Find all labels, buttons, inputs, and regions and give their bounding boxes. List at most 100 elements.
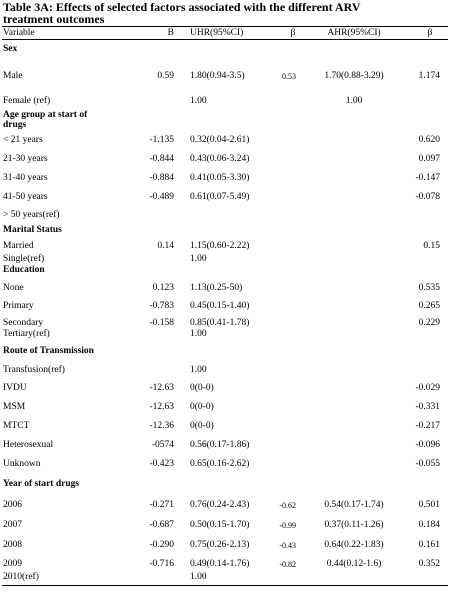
- cell-label: 2007: [3, 520, 22, 530]
- cell-label: Married: [3, 241, 34, 251]
- cell-b: -0.158: [149, 318, 174, 328]
- cell-b: 0.14: [157, 241, 174, 251]
- cell-beta2: 0.535: [418, 283, 440, 293]
- cell-uhr: 0.76(0.24-2.43): [190, 500, 250, 510]
- cell-beta2: 0.184: [418, 520, 440, 530]
- cell-uhr: 0(0-0): [190, 402, 214, 412]
- cell-label: Unknown: [3, 459, 41, 469]
- cell-beta2: -0.096: [415, 440, 440, 450]
- cell-uhr: 1.00: [190, 254, 207, 264]
- cell-ahr: 0.44(0.12-1.6): [326, 559, 382, 569]
- cell-b: -0.489: [149, 192, 174, 202]
- header-top-rule: [2, 26, 448, 27]
- cell-label: Year of start drugs: [3, 479, 80, 489]
- cell-beta2: 0.15: [423, 241, 440, 251]
- cell-b: -0.423: [149, 459, 174, 469]
- cell-beta2: -0.331: [415, 402, 440, 412]
- column-header-6: β: [427, 28, 433, 38]
- cell-label: Male: [3, 71, 23, 81]
- cell-label: 2008: [3, 540, 22, 550]
- cell-ahr: 1.00: [345, 96, 363, 106]
- cell-b: 0.123: [152, 283, 174, 293]
- cell-uhr: 1.00: [190, 572, 207, 582]
- cell-beta2: 0.352: [418, 559, 440, 569]
- cell-b: -12.36: [149, 421, 174, 431]
- cell-label: Female (ref): [3, 96, 51, 106]
- cell-uhr: 1.00: [190, 365, 207, 375]
- cell-label: 31-40 years: [3, 173, 48, 183]
- cell-beta2: 0.501: [418, 500, 440, 510]
- cell-b: -0.271: [149, 500, 174, 510]
- cell-b: 0.59: [157, 71, 174, 81]
- cell-label: None: [3, 283, 24, 293]
- cell-label: Route of Transmission: [3, 346, 94, 356]
- cell-ahr: 0.37(0.11-1.26): [324, 520, 384, 530]
- cell-uhr: 1.15(0.60-2.22): [190, 241, 250, 251]
- cell-beta1: 0.53: [282, 72, 296, 81]
- cell-beta1: -0.82: [279, 560, 296, 569]
- cell-label: Transfusion(ref): [3, 365, 65, 375]
- cell-uhr: 1.13(0.25-50): [190, 283, 243, 293]
- cell-label: MTCT: [3, 421, 30, 431]
- cell-beta2: 0.229: [418, 318, 440, 328]
- cell-label: Single(ref): [3, 254, 45, 264]
- cell-label: drugs: [3, 120, 27, 130]
- cell-b: -0.687: [149, 520, 174, 530]
- cell-uhr: 0.65(0.16-2.62): [190, 459, 250, 469]
- cell-label: 2009: [3, 559, 22, 569]
- cell-ahr: 1.70(0.88-3.29): [324, 71, 384, 81]
- cell-beta2: 0.161: [418, 540, 440, 550]
- cell-label: 41-50 years: [3, 192, 48, 202]
- cell-uhr: 0.41(0.05-3.30): [190, 173, 250, 183]
- cell-b: -0.884: [149, 173, 174, 183]
- cell-label: IVDU: [3, 383, 27, 393]
- cell-label: Primary: [3, 301, 34, 311]
- cell-uhr: 1.80(0.94-3.5): [190, 71, 245, 81]
- cell-uhr: 0.43(0.06-3.24): [190, 154, 250, 164]
- cell-ahr: 0.54(0.17-1.74): [324, 500, 384, 510]
- cell-uhr: 0.45(0.15-1.40): [190, 301, 250, 311]
- cell-b: -12.63: [149, 383, 174, 393]
- cell-beta2: -0.078: [415, 192, 440, 202]
- cell-uhr: 0.75(0.26-2.13): [190, 540, 250, 550]
- cell-beta1: -0.43: [279, 541, 296, 550]
- cell-b: -0.290: [149, 540, 174, 550]
- cell-b: -12.63: [149, 402, 174, 412]
- header-bottom-rule: [2, 39, 448, 40]
- cell-label: Education: [3, 265, 45, 275]
- cell-label: Age group at start of: [3, 110, 88, 120]
- column-header-5: AHR(95%CI): [327, 28, 381, 38]
- cell-b: -1.135: [149, 135, 174, 145]
- cell-beta2: -0.055: [415, 459, 440, 469]
- cell-uhr: 0.61(0.07-5.49): [190, 192, 250, 202]
- cell-label: > 50 years(ref): [3, 210, 60, 220]
- column-header-2: B: [167, 28, 174, 38]
- cell-label: 21-30 years: [3, 154, 48, 164]
- cell-beta1: -0.99: [279, 521, 296, 530]
- cell-beta2: 1.174: [418, 71, 440, 81]
- table-bottom-rule: [2, 585, 448, 586]
- cell-uhr: 0.50(0.15-1.70): [190, 520, 250, 530]
- cell-b: -0574: [151, 440, 174, 450]
- column-header-3: UHR(95%CI): [190, 28, 244, 38]
- column-header-4: β: [290, 28, 296, 38]
- cell-uhr: 0(0-0): [190, 421, 214, 431]
- cell-beta2: -0.147: [415, 173, 440, 183]
- cell-b: -0.783: [149, 301, 174, 311]
- cell-b: -0.716: [149, 559, 174, 569]
- cell-beta2: 0.097: [418, 154, 440, 164]
- cell-label: < 21 years: [3, 135, 43, 145]
- cell-uhr: 0.32(0.04-2.61): [190, 135, 250, 145]
- cell-uhr: 0.49(0.14-1.76): [190, 559, 250, 569]
- cell-label: Heterosexual: [3, 440, 54, 450]
- cell-uhr: 1.00: [190, 329, 207, 339]
- cell-label: Marital Status: [3, 225, 62, 235]
- cell-label: Secondary: [3, 318, 44, 328]
- cell-label: 2010(ref): [3, 572, 39, 582]
- table-title-line-2: treatment outcomes: [3, 12, 105, 26]
- cell-beta2: -0.029: [415, 383, 440, 393]
- column-header-1: Variable: [3, 28, 35, 38]
- cell-ahr: 0.64(0.22-1.83): [324, 540, 384, 550]
- cell-uhr: 1.00: [190, 96, 207, 106]
- cell-beta2: -0.217: [415, 421, 440, 431]
